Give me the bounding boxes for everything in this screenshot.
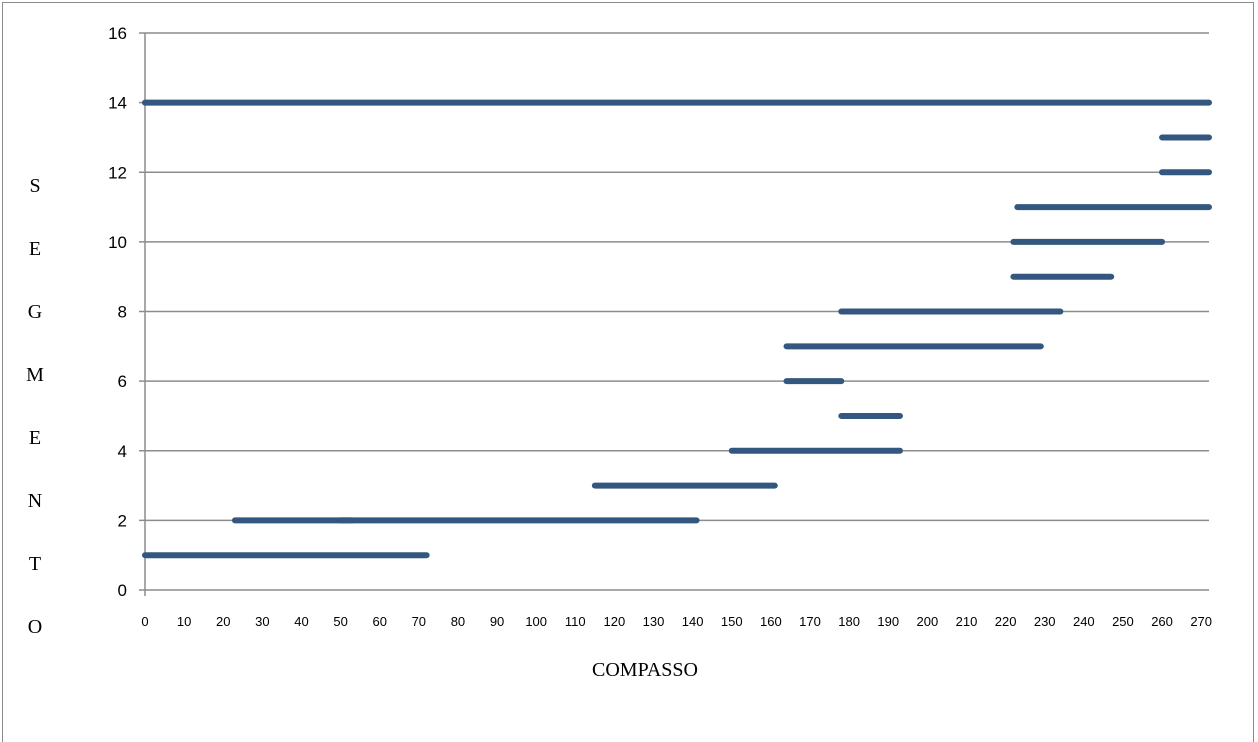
tick-label-y-16: 16 [108,24,127,43]
tick-label-y-12: 12 [108,163,127,182]
tick-label-x-50: 50 [333,614,347,629]
tick-label-x-250: 250 [1112,614,1134,629]
tick-label-x-130: 130 [643,614,665,629]
tick-label-y-10: 10 [108,233,127,252]
y-axis-title-letter-7: O [28,616,42,638]
tick-label-y-6: 6 [118,372,127,391]
tick-label-x-20: 20 [216,614,230,629]
tick-label-x-160: 160 [760,614,782,629]
tick-label-y-2: 2 [118,511,127,530]
tick-label-x-10: 10 [177,614,191,629]
tick-label-y-4: 4 [118,442,127,461]
y-axis-title-letter-2: G [28,301,42,323]
tick-label-x-270: 270 [1190,614,1212,629]
tick-label-x-30: 30 [255,614,269,629]
y-axis-title-letter-3: M [26,364,44,386]
tick-label-y-14: 14 [108,94,127,113]
tick-label-x-60: 60 [372,614,386,629]
tick-label-x-90: 90 [490,614,504,629]
tick-label-x-260: 260 [1151,614,1173,629]
tick-label-x-120: 120 [604,614,626,629]
tick-label-x-0: 0 [141,614,148,629]
tick-label-x-140: 140 [682,614,704,629]
x-axis-title: COMPASSO [592,659,698,681]
tick-label-x-170: 170 [799,614,821,629]
tick-label-x-180: 180 [838,614,860,629]
tick-label-x-220: 220 [995,614,1017,629]
tick-label-x-230: 230 [1034,614,1056,629]
y-axis-title-letter-4: E [29,427,41,449]
y-axis-title-letter-1: E [29,238,41,260]
y-axis-title-letter-6: T [29,553,41,575]
tick-label-x-70: 70 [412,614,426,629]
tick-label-x-210: 210 [956,614,978,629]
tick-label-x-100: 100 [525,614,547,629]
tick-label-x-190: 190 [877,614,899,629]
y-axis-title-letter-5: N [28,490,42,512]
tick-label-x-80: 80 [451,614,465,629]
tick-label-y-8: 8 [118,303,127,322]
y-axis-title-letter-0: S [29,175,40,197]
tick-label-x-200: 200 [917,614,939,629]
tick-label-x-240: 240 [1073,614,1095,629]
tick-label-x-110: 110 [565,614,586,629]
tick-label-x-40: 40 [294,614,308,629]
tick-label-y-0: 0 [118,581,127,600]
tick-label-x-150: 150 [721,614,743,629]
